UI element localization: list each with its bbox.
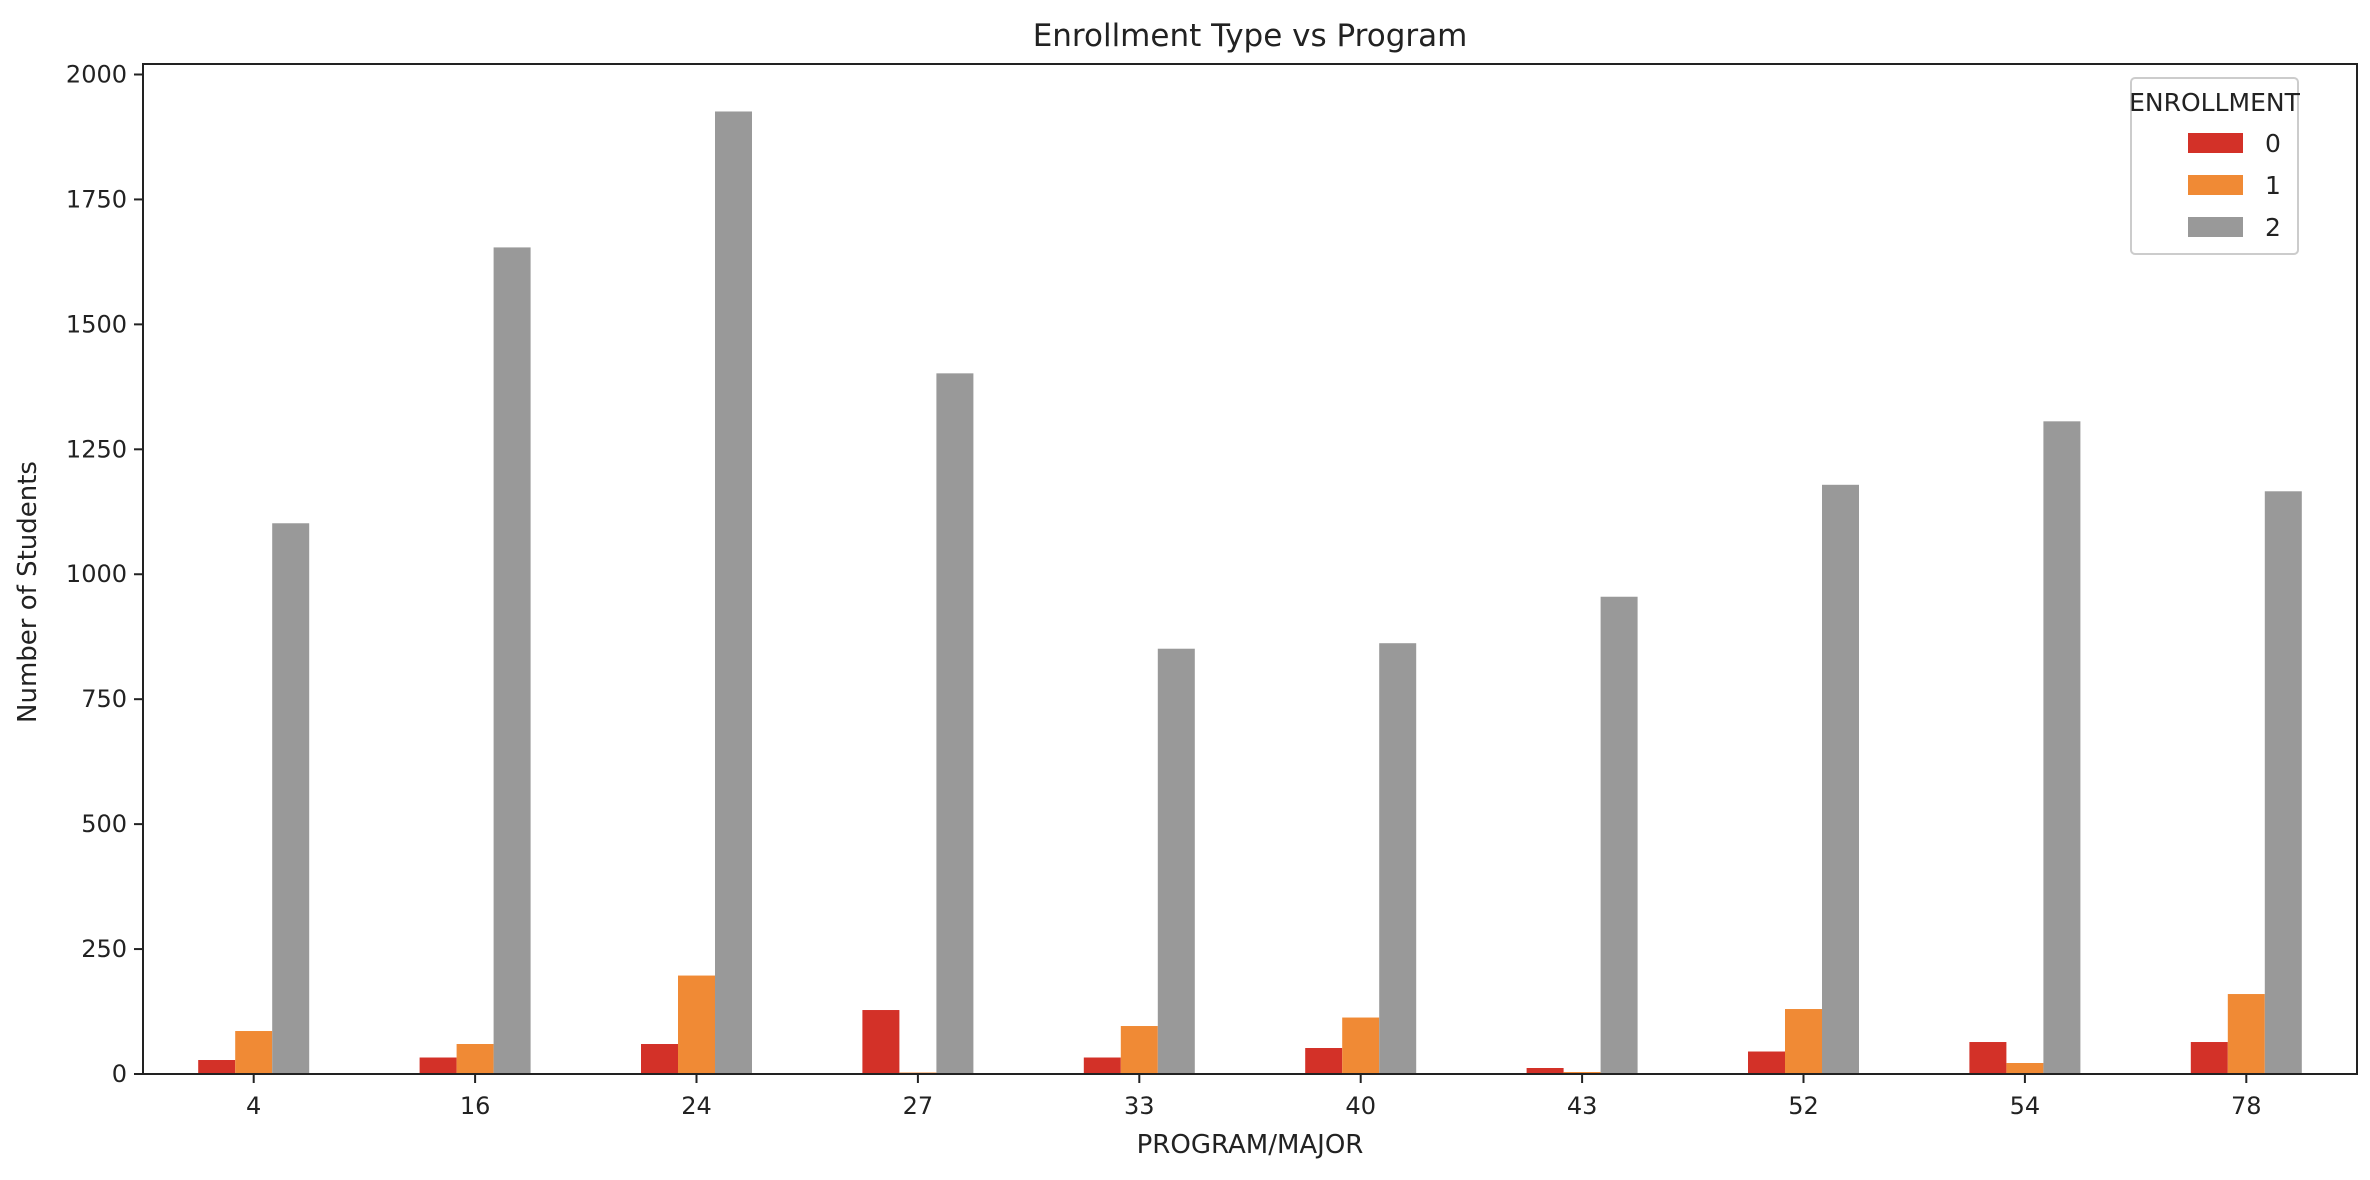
y-tick-label: 750: [81, 685, 127, 713]
y-tick-label: 1250: [66, 435, 127, 463]
bar-4-series-1: [235, 1031, 273, 1074]
bar-78-series-0: [2190, 1042, 2228, 1074]
bar-78-series-2: [2264, 491, 2302, 1074]
bar-33-series-1: [1120, 1026, 1158, 1074]
y-tick-label: 0: [112, 1060, 127, 1088]
bar-43-series-0: [1526, 1068, 1564, 1074]
y-axis-label: Number of Students: [13, 461, 43, 723]
bar-54-series-1: [2006, 1063, 2044, 1074]
bar-4-series-2: [272, 523, 310, 1074]
plot-frame: [142, 63, 2358, 1075]
bar-52-series-0: [1748, 1051, 1785, 1074]
y-tick-label: 250: [81, 935, 127, 963]
bar-40-series-1: [1342, 1017, 1380, 1074]
bar-78-series-1: [2227, 994, 2265, 1074]
bar-40-series-0: [1305, 1048, 1343, 1074]
legend-swatch-2: [2188, 217, 2243, 237]
bar-33-series-2: [1157, 648, 1195, 1074]
x-tick-label: 43: [1567, 1092, 1598, 1120]
bar-4-series-0: [198, 1060, 236, 1074]
x-tick-label: 16: [460, 1092, 491, 1120]
bar-33-series-0: [1083, 1057, 1121, 1074]
y-tick-label: 1000: [66, 560, 127, 588]
x-tick-label: 52: [1788, 1092, 1819, 1120]
y-tick-label: 1500: [66, 310, 127, 338]
bar-24-series-1: [678, 975, 715, 1074]
bar-16-series-0: [419, 1057, 457, 1074]
bar-43-series-2: [1600, 596, 1638, 1074]
bar-54-series-2: [2043, 421, 2081, 1074]
y-tick-label: 1750: [66, 185, 127, 213]
legend-label-2: 2: [2265, 213, 2281, 242]
legend-swatch-1: [2188, 175, 2243, 195]
y-axis: 0 250 500 750 1000 1250 1500 1750 2000: [66, 60, 143, 1088]
bar-52-series-2: [1822, 484, 1859, 1074]
legend-label-0: 0: [2265, 129, 2281, 158]
x-axis: 4 16 24 27 33 40 43 52 54 78: [246, 1074, 2262, 1120]
x-tick-label: 40: [1345, 1092, 1376, 1120]
bar-54-series-0: [1969, 1042, 2007, 1074]
bar-16-series-1: [456, 1044, 494, 1074]
x-tick-label: 24: [681, 1092, 712, 1120]
x-axis-label: PROGRAM/MAJOR: [1137, 1130, 1364, 1160]
legend-label-1: 1: [2265, 171, 2281, 200]
x-tick-label: 54: [2010, 1092, 2041, 1120]
bar-24-series-0: [641, 1044, 678, 1074]
legend: ENROLLMENT 0 1 2: [2129, 77, 2301, 255]
legend-box: [2130, 77, 2299, 255]
x-tick-label: 4: [246, 1092, 261, 1120]
legend-title: ENROLLMENT: [2129, 88, 2300, 117]
bar-27-series-2: [936, 373, 974, 1075]
bar-40-series-2: [1379, 643, 1417, 1074]
chart-title: Enrollment Type vs Program: [1033, 18, 1468, 54]
bar-52-series-1: [1785, 1009, 1822, 1074]
x-tick-label: 27: [903, 1092, 934, 1120]
x-tick-label: 78: [2231, 1092, 2262, 1120]
y-tick-label: 500: [81, 810, 127, 838]
legend-swatch-0: [2188, 133, 2243, 153]
bar-24-series-2: [715, 111, 752, 1075]
y-tick-label: 2000: [66, 60, 127, 88]
bar-16-series-2: [493, 247, 531, 1074]
plot-area: [142, 63, 2358, 1075]
bar-27-series-0: [862, 1010, 900, 1074]
x-tick-label: 33: [1124, 1092, 1155, 1120]
